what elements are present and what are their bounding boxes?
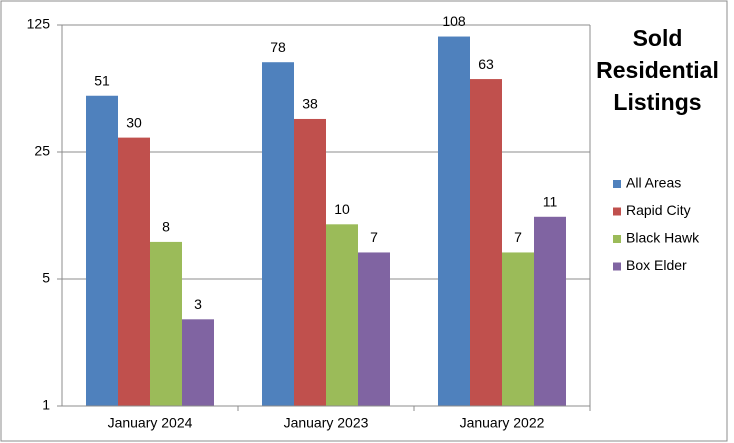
value-label: 7 <box>514 229 522 245</box>
legend-label: Black Hawk <box>626 230 700 246</box>
legend-label: Rapid City <box>626 202 691 218</box>
bar <box>118 137 150 406</box>
legend-label: Box Elder <box>626 257 687 273</box>
legend-label: All Areas <box>626 175 681 191</box>
value-label: 38 <box>302 96 318 112</box>
bar <box>182 319 214 406</box>
value-label: 8 <box>162 219 170 235</box>
y-tick-label: 5 <box>42 270 50 286</box>
y-tick-label: 25 <box>34 143 50 159</box>
bar <box>262 62 294 407</box>
value-label: 78 <box>270 39 286 55</box>
bar <box>502 252 534 406</box>
bar <box>150 241 182 406</box>
legend-swatch <box>613 180 621 188</box>
x-tick-label: January 2024 <box>108 415 193 431</box>
bar <box>534 216 566 406</box>
value-label: 10 <box>334 201 350 217</box>
bar <box>358 252 390 406</box>
value-label: 63 <box>478 56 494 72</box>
y-tick-label: 1 <box>42 397 50 413</box>
bar <box>470 79 502 406</box>
value-label: 30 <box>126 114 142 130</box>
x-tick-label: January 2023 <box>284 415 369 431</box>
y-tick-label: 125 <box>27 16 51 32</box>
value-label: 51 <box>94 72 110 88</box>
value-label: 7 <box>370 229 378 245</box>
value-label: 108 <box>442 13 466 29</box>
bar <box>294 118 326 406</box>
value-label: 11 <box>543 193 558 209</box>
bar <box>86 95 118 407</box>
legend-swatch <box>613 207 621 216</box>
bar <box>438 36 470 407</box>
legend-swatch <box>613 235 621 243</box>
chart-title: Sold Residential Listings <box>596 25 719 115</box>
value-label: 3 <box>194 296 202 312</box>
x-tick-label: January 2022 <box>460 415 545 431</box>
bar <box>326 224 358 406</box>
legend-swatch <box>613 262 621 271</box>
